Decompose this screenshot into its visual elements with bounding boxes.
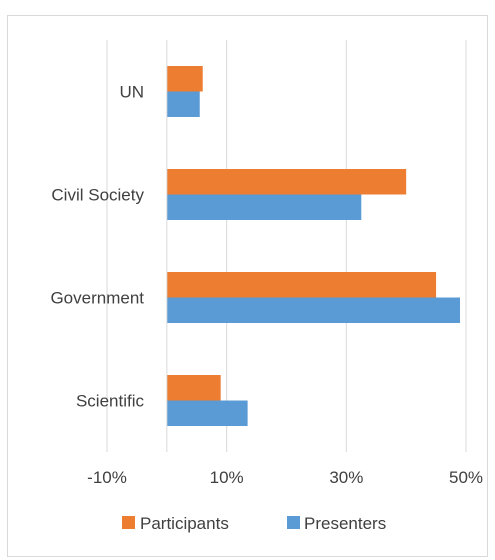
bar-participants-scientific (166, 375, 221, 401)
x-tick-label-1: 10% (210, 468, 244, 487)
bar-participants-government (166, 272, 437, 298)
legend-label-participants: Participants (140, 514, 229, 533)
bars (166, 66, 461, 426)
bar-presenters-scientific (166, 400, 248, 426)
category-label-scientific: Scientific (76, 392, 145, 411)
grid-lines (106, 40, 467, 452)
legend-label-presenters: Presenters (304, 514, 386, 533)
legend-swatch-participants (122, 516, 135, 529)
legend-swatch-presenters (287, 516, 300, 529)
bar-presenters-civil-society (166, 194, 362, 220)
category-label-civil-society: Civil Society (51, 186, 144, 205)
x-tick-labels: -10% 10% 30% 50% (87, 468, 483, 487)
bar-presenters-government (166, 297, 461, 323)
bar-presenters-un (166, 91, 200, 117)
category-label-government: Government (50, 289, 144, 308)
category-label-un: UN (119, 83, 144, 102)
x-tick-label-2: 30% (329, 468, 363, 487)
x-tick-label-0: -10% (87, 468, 127, 487)
x-tick-label-3: 50% (449, 468, 483, 487)
legend: Participants Presenters (122, 514, 386, 533)
bar-participants-un (166, 66, 203, 92)
category-labels: Scientific Government Civil Society UN (50, 83, 144, 411)
bar-participants-civil-society (166, 169, 407, 195)
